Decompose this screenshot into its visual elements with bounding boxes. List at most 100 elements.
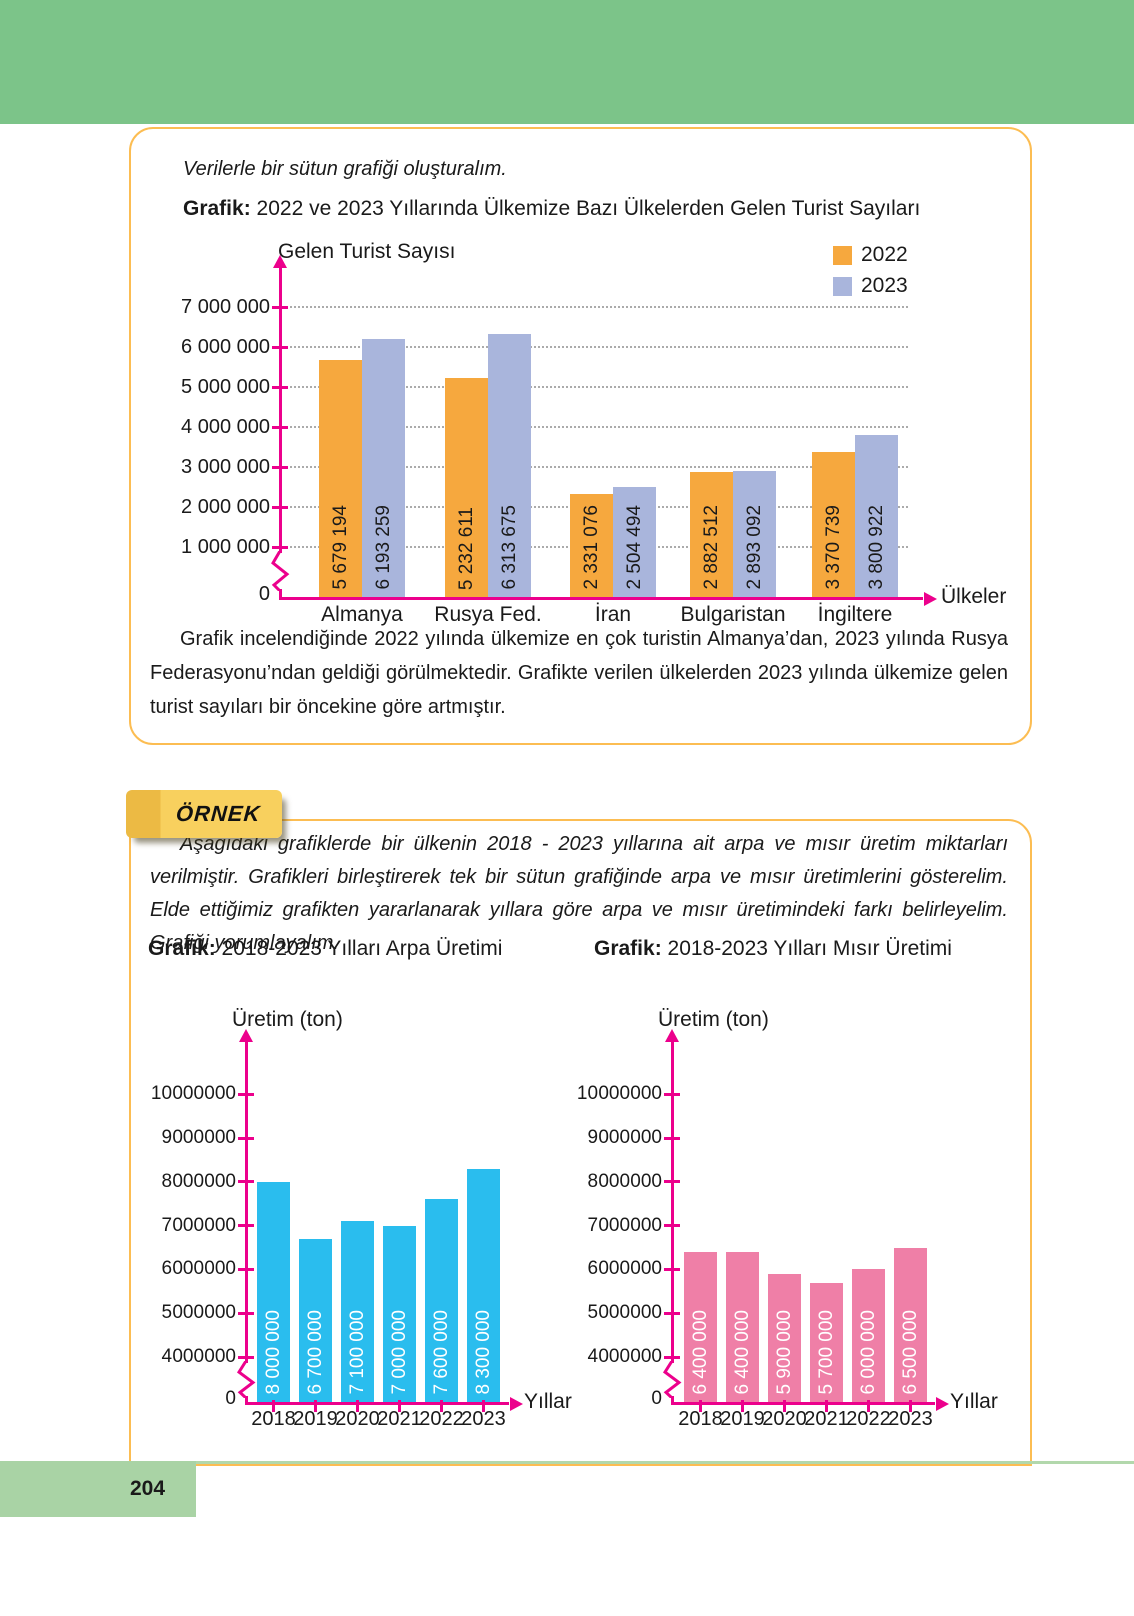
arpa-bar-value-text: 7 600 000 [430, 1310, 452, 1395]
arpa-ytick-3 [238, 1224, 254, 1228]
misir-ytick-label-3: 7 000 000 [587, 1214, 662, 1236]
arpa-xtick-2022 [440, 1400, 443, 1412]
tourists-bar-value-text: 5 679 194 [329, 505, 351, 590]
tourists-ytick-1 [272, 505, 288, 509]
ornek-label: ÖRNEK [174, 801, 262, 826]
tourists-x-axis-arrow-icon [924, 591, 937, 606]
tourists-y-axis-title: Gelen Turist Sayısı [278, 240, 456, 263]
arpa-xtick-2019 [314, 1400, 317, 1412]
tourists-bar-2023-Almanya [362, 339, 405, 597]
misir-ytick-5 [664, 1136, 680, 1140]
chart-title-prefix: Grafik: [183, 197, 251, 220]
arpa-ytick-label-0: 4 000 000 [161, 1346, 236, 1367]
arpa-bar-Arpa-2019 [299, 1238, 332, 1402]
arpa-xtick-2023 [482, 1400, 485, 1412]
misir-xtick-2022 [867, 1400, 870, 1412]
tourists-category-label-İngiltere: İngiltere [817, 603, 893, 626]
misir-bar-value-text: 5 900 000 [773, 1310, 795, 1395]
tourists-gridline-4 [282, 386, 908, 388]
arpa-bar-Arpa-2020 [341, 1221, 374, 1402]
tourists-ytick-label-4: 5 000 000 [181, 376, 270, 398]
misir-ytick-2 [664, 1267, 680, 1271]
arpa-y-axis [244, 1042, 248, 1363]
misir-bar-value-text: 5 700 000 [815, 1310, 837, 1395]
arpa-ytick-0 [238, 1355, 254, 1359]
tourists-x-axis-title: Ülkeler [941, 585, 1007, 608]
misir-category-label-2020: 2020 [762, 1408, 807, 1430]
tourists-bar-value-2022-İngiltere: 3 370 739 [812, 452, 855, 597]
arpa-ytick-1 [238, 1311, 254, 1315]
tourists-ytick-label-1: 2 000 000 [181, 496, 270, 518]
tourists-bar-value-text: 2 331 076 [580, 505, 602, 590]
misir-ytick-label-0: 4 000 000 [587, 1346, 662, 1367]
misir-ytick-label-zero: 0 [651, 1388, 662, 1409]
misir-ytick-label-1: 5 000 000 [587, 1302, 662, 1324]
misir-bar-Mısır-2018 [684, 1251, 717, 1402]
tourists-ytick-0 [272, 545, 288, 549]
misir-bar-Mısır-2022 [852, 1269, 885, 1402]
misir-xtick-2021 [825, 1400, 828, 1412]
misir-bar-Mısır-2019 [726, 1251, 759, 1402]
tourists-bar-value-text: 6 313 675 [498, 505, 520, 590]
tourists-ytick-label-5: 6 000 000 [181, 336, 270, 358]
tourists-category-label-Almanya: Almanya [321, 603, 403, 626]
arpa-bar-value-Arpa-2020: 7 100 000 [341, 1221, 374, 1402]
arpa-category-label-2023: 2023 [461, 1408, 506, 1430]
tourists-gridline-2 [282, 466, 908, 468]
arpa-bar-value-text: 7 000 000 [388, 1310, 410, 1395]
tourists-category-label-Bulgaristan: Bulgaristan [680, 603, 786, 626]
tourists-ytick-2 [272, 465, 288, 469]
misir-y-axis-lower [670, 1396, 674, 1405]
arpa-x-axis-title: Yıllar [524, 1390, 572, 1413]
arpa-y-axis-title: Üretim (ton) [232, 1008, 343, 1031]
arpa-bar-value-text: 8 300 000 [472, 1310, 494, 1395]
arpa-y-axis-lower [244, 1396, 248, 1405]
tourists-bar-value-text: 3 370 739 [822, 505, 844, 590]
arpa-xtick-2018 [272, 1400, 275, 1412]
tourists-bar-value-text: 2 882 512 [700, 505, 722, 590]
misir-category-label-2023: 2023 [888, 1408, 933, 1430]
tourists-bar-value-2022-Rusya Fed.: 5 232 611 [445, 378, 488, 597]
tourists-bar-value-2022-İran: 2 331 076 [570, 494, 613, 597]
tourists-gridline-3 [282, 426, 908, 428]
tourists-bar-2022-İran [570, 493, 613, 597]
misir-bar-value-Mısır-2020: 5 900 000 [768, 1274, 801, 1402]
tourists-bar-value-2023-İran: 2 504 494 [613, 487, 656, 597]
misir-axis-break-icon [661, 1360, 683, 1400]
misir-bar-Mısır-2021 [810, 1282, 843, 1402]
arpa-bar-Arpa-2021 [383, 1225, 416, 1402]
arpa-ytick-label-2: 6 000 000 [161, 1258, 236, 1280]
chart-title-misir: Grafik: 2018-2023 Yılları Mısır Üretimi [594, 937, 952, 961]
tourists-ytick-label-6: 7 000 000 [181, 296, 270, 318]
misir-ytick-4 [664, 1180, 680, 1184]
misir-xtick-2020 [783, 1400, 786, 1412]
arpa-ytick-label-3: 7 000 000 [161, 1214, 236, 1236]
arpa-xtick-2021 [398, 1400, 401, 1412]
arpa-category-label-2019: 2019 [293, 1408, 338, 1430]
tourists-bar-2023-İngiltere [855, 434, 898, 597]
misir-bar-value-text: 6 500 000 [899, 1310, 921, 1395]
misir-x-axis-title: Yıllar [950, 1390, 998, 1413]
arpa-ytick-label-4: 8 000 000 [161, 1170, 236, 1192]
tourists-bar-value-2022-Bulgaristan: 2 882 512 [690, 472, 733, 597]
tourists-bar-value-text: 2 504 494 [623, 505, 645, 590]
arpa-bar-value-Arpa-2023: 8 300 000 [467, 1169, 500, 1402]
misir-x-axis [670, 1402, 935, 1405]
arpa-bar-Arpa-2018 [257, 1181, 290, 1402]
chart-title-text: 2022 ve 2023 Yıllarında Ülkemize Bazı Ül… [256, 197, 921, 220]
tourists-bar-value-text: 6 193 259 [372, 505, 394, 590]
ornek-sticker: ÖRNEK [126, 790, 282, 838]
misir-category-label-2022: 2022 [846, 1408, 891, 1430]
misir-bar-value-text: 6 000 000 [857, 1310, 879, 1395]
tourists-y-axis [278, 268, 282, 553]
ornek-paragraph: Aşağıdaki grafiklerde bir ülkenin 2018 -… [150, 833, 1008, 954]
arpa-category-label-2020: 2020 [335, 1408, 380, 1430]
misir-bar-value-Mısır-2019: 6 400 000 [726, 1252, 759, 1402]
misir-x-axis-arrow-icon [936, 1396, 949, 1411]
tourists-bar-value-2023-Almanya: 6 193 259 [362, 339, 405, 597]
arpa-bar-Arpa-2022 [425, 1199, 458, 1402]
tourists-bar-value-2023-Bulgaristan: 2 893 092 [733, 471, 776, 597]
tourists-y-axis-lower [278, 589, 282, 600]
chart-title-prefix: Grafik: [594, 937, 662, 960]
tourists-x-axis [278, 597, 923, 600]
